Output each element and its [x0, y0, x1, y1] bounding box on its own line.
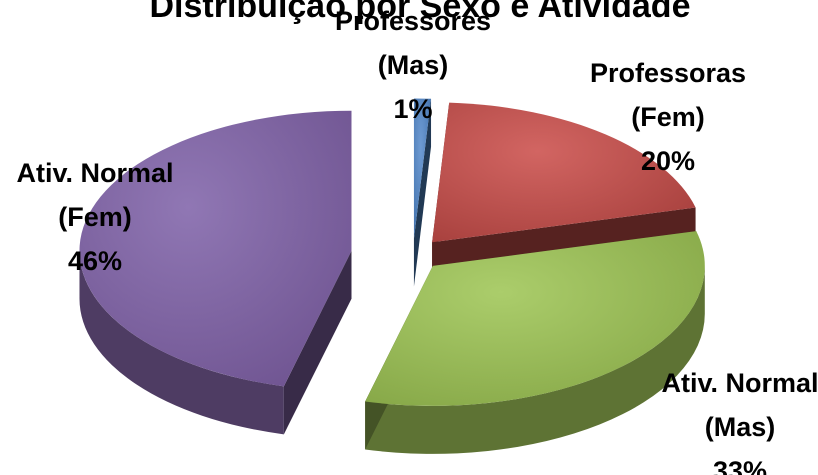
slice-label-professores-mas: Professores (Mas) 1% [335, 6, 491, 124]
slice-label-line: 33% [713, 456, 767, 475]
slice-professores-mas [413, 98, 432, 239]
slice-tops-layer [79, 98, 705, 406]
slice-cut-wall [413, 98, 432, 287]
slice-labels-layer: Professores (Mas) 1% Professoras (Fem) 20% Ati… [16, 6, 818, 475]
slice-outer-wall [365, 265, 705, 454]
slice-label-line: Professores [335, 6, 491, 36]
slice-label-line: (Fem) [58, 202, 132, 232]
slice-cut-wall [283, 250, 352, 435]
slice-outer-wall [79, 250, 284, 435]
slice-label-line: 46% [68, 246, 122, 276]
slice-side-ativ-normal-fem [79, 250, 352, 435]
slice-label-line: (Mas) [705, 412, 776, 442]
slice-label-ativ-normal-fem: Ativ. Normal (Fem) 46% [16, 158, 173, 276]
slice-label-professoras-fem: Professoras (Fem) 20% [590, 58, 746, 176]
slice-label-line: 1% [393, 94, 432, 124]
slice-ativ-normal-fem [79, 110, 352, 387]
slice-label-line: (Fem) [631, 102, 705, 132]
slice-label-line: 20% [641, 146, 695, 176]
slice-label-line: (Mas) [378, 50, 449, 80]
slice-side-professores-mas [413, 98, 432, 287]
slice-label-ativ-normal-mas: Ativ. Normal (Mas) 33% [661, 368, 818, 475]
slice-professoras-fem [432, 102, 696, 243]
chart-title: Distribuição por Sexo e Atividade [150, 0, 691, 25]
slice-label-line: Ativ. Normal [16, 158, 173, 188]
slice-ativ-normal-mas [365, 231, 705, 406]
slice-label-line: Ativ. Normal [661, 368, 818, 398]
slice-label-line: Professoras [590, 58, 746, 88]
